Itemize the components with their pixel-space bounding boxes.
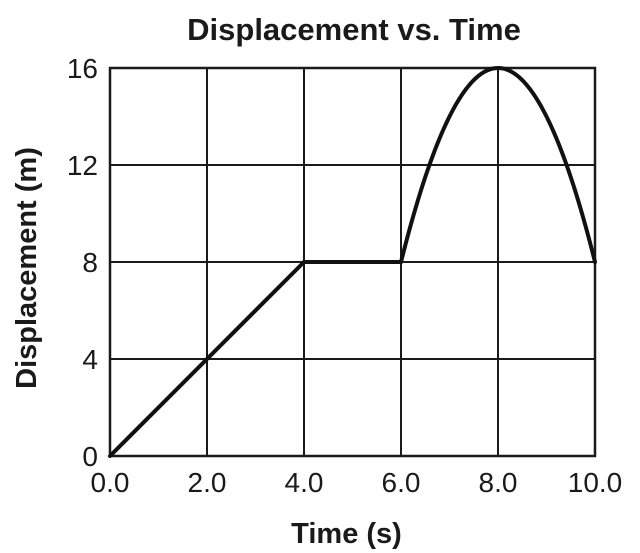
x-axis-label: Time (s): [291, 518, 402, 550]
y-tick-label: 16: [67, 53, 98, 84]
y-tick-label: 12: [67, 150, 98, 181]
x-tick-label: 6.0: [382, 467, 421, 498]
x-tick-label: 2.0: [188, 467, 227, 498]
y-tick-label: 0: [82, 441, 98, 472]
series-segment-line: [108, 260, 306, 458]
chart-title: Displacement vs. Time: [187, 12, 521, 47]
series-segment-curve: [399, 66, 597, 264]
y-axis-ticks: 0 4 8 12 16: [67, 53, 98, 472]
x-tick-label: 4.0: [285, 467, 324, 498]
x-tick-label: 10.0: [568, 467, 623, 498]
x-axis-ticks: 0.0 2.0 4.0 6.0 8.0 10.0: [91, 467, 623, 498]
x-tick-label: 0.0: [91, 467, 130, 498]
y-tick-label: 8: [82, 247, 98, 278]
x-tick-label: 8.0: [479, 467, 518, 498]
y-tick-label: 4: [82, 344, 98, 375]
y-axis-label: Displacement (m): [11, 147, 43, 389]
series-displacement: [108, 66, 597, 458]
